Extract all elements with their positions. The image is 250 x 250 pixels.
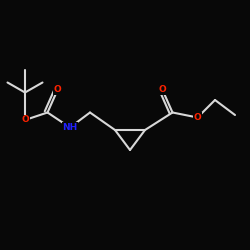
Text: O: O: [159, 86, 166, 94]
Text: O: O: [54, 86, 61, 94]
Text: O: O: [21, 116, 29, 124]
Text: O: O: [194, 113, 202, 122]
Text: NH: NH: [62, 123, 78, 132]
